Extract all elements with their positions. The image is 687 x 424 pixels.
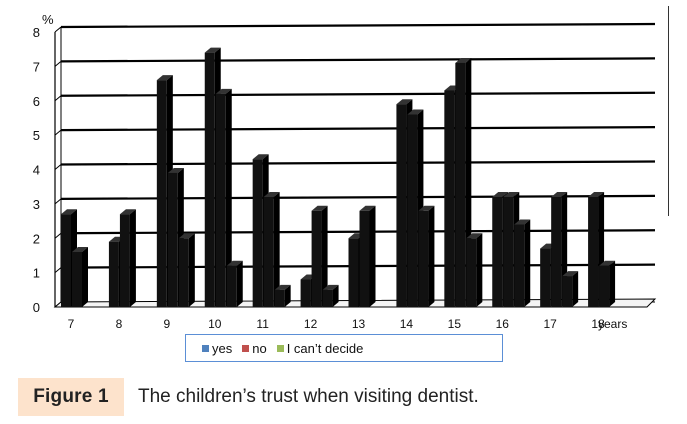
gridline-side	[54, 232, 62, 239]
bar	[274, 284, 291, 307]
chart-bars	[61, 47, 616, 307]
gridline-side	[54, 198, 62, 205]
gridline	[60, 57, 656, 63]
legend-swatch	[242, 344, 250, 352]
bar	[178, 233, 195, 307]
bar	[599, 260, 616, 307]
x-tick-label: 17	[543, 317, 557, 331]
bar	[215, 88, 232, 307]
bar	[359, 205, 376, 307]
x-tick-label: 9	[163, 317, 170, 331]
bar	[466, 233, 483, 307]
legend-label: yes	[212, 340, 233, 356]
y-tick-label: 6	[33, 94, 40, 109]
bar	[119, 209, 136, 307]
x-tick-label: 18	[591, 317, 605, 331]
x-unit-label: years	[598, 317, 627, 331]
bar	[226, 260, 243, 307]
figure-caption: Figure 1 The children’s trust when visit…	[18, 378, 678, 416]
bar	[263, 192, 280, 307]
legend-swatch	[202, 344, 209, 352]
y-tick-labels: 0 1 2 3 4 5 6 7 8	[33, 25, 40, 315]
legend-label: no	[252, 340, 267, 356]
y-tick-label: 5	[33, 128, 40, 143]
x-tick-label: 7	[68, 317, 75, 331]
legend-swatch	[276, 344, 284, 352]
legend-item: no	[242, 340, 267, 356]
gridline-side	[54, 26, 62, 33]
x-tick-label: 16	[496, 317, 510, 331]
figure-caption-text: The children’s trust when visiting denti…	[138, 386, 479, 407]
x-tick-label: 10	[208, 317, 222, 331]
x-tick-label: 13	[352, 317, 366, 331]
gridline-side	[54, 60, 62, 67]
gridline	[60, 160, 656, 166]
x-tick-label: 11	[256, 317, 269, 331]
y-tick-label: 2	[33, 231, 40, 246]
legend-item: I can’t decide	[276, 340, 364, 356]
gridline	[60, 126, 656, 132]
y-tick-label: 3	[33, 197, 40, 212]
x-tick-label: 12	[304, 317, 318, 331]
gridline	[60, 91, 656, 97]
figure-label: Figure 1	[18, 378, 124, 416]
y-tick-label: 1	[33, 266, 40, 281]
x-tick-label: 8	[116, 317, 123, 331]
y-tick-label: 7	[33, 59, 40, 74]
bar	[514, 219, 531, 307]
panel-edge-line	[668, 6, 669, 216]
y-tick-label: 0	[33, 300, 40, 315]
legend-item: yes	[202, 341, 232, 356]
bar	[562, 271, 579, 307]
bar	[311, 205, 328, 307]
chart-legend: yes no I can’t decide	[185, 334, 503, 362]
gridline-side	[54, 129, 62, 136]
x-tick-labels: 7 8 9 10 11 12 13 14 15 16 17 18	[68, 317, 605, 331]
gridline	[60, 22, 656, 29]
gridline-side	[54, 267, 62, 274]
y-unit-label: %	[42, 12, 54, 27]
x-tick-label: 15	[448, 317, 462, 331]
bar	[418, 205, 435, 307]
y-tick-label: 4	[33, 163, 40, 178]
bar	[322, 284, 339, 307]
x-tick-label: 14	[400, 317, 414, 331]
y-tick-label: 8	[33, 25, 40, 40]
legend-label: I can’t decide	[286, 340, 364, 356]
bar	[72, 247, 88, 307]
gridline-side	[54, 164, 62, 170]
gridline-side	[54, 95, 62, 102]
